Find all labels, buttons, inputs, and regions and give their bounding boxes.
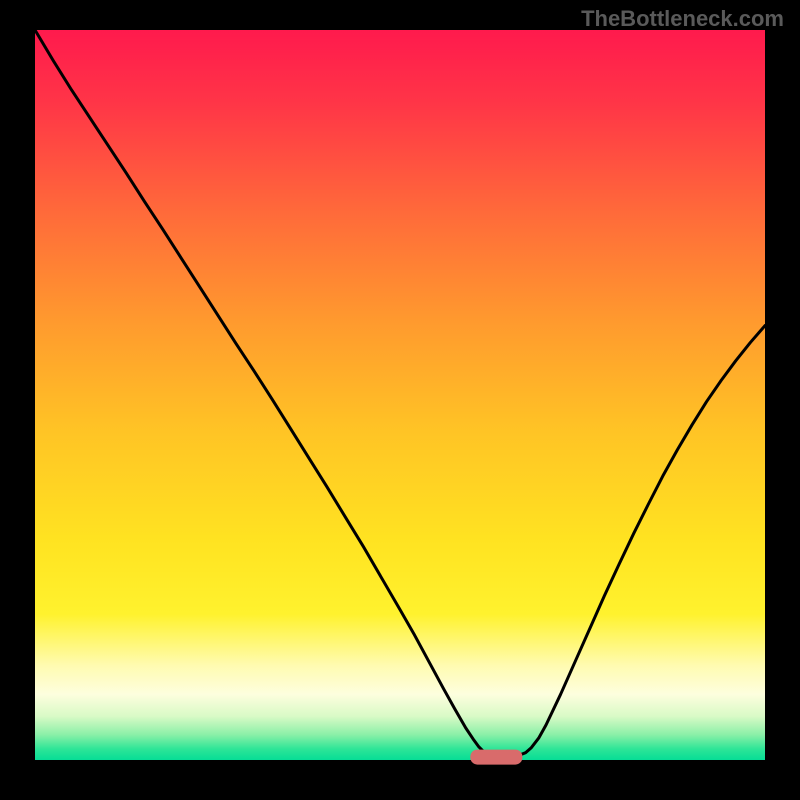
chart-container: TheBottleneck.com — [0, 0, 800, 800]
minimum-marker — [470, 750, 522, 765]
bottleneck-chart — [0, 0, 800, 800]
plot-background — [35, 30, 765, 760]
watermark-text: TheBottleneck.com — [581, 6, 784, 32]
